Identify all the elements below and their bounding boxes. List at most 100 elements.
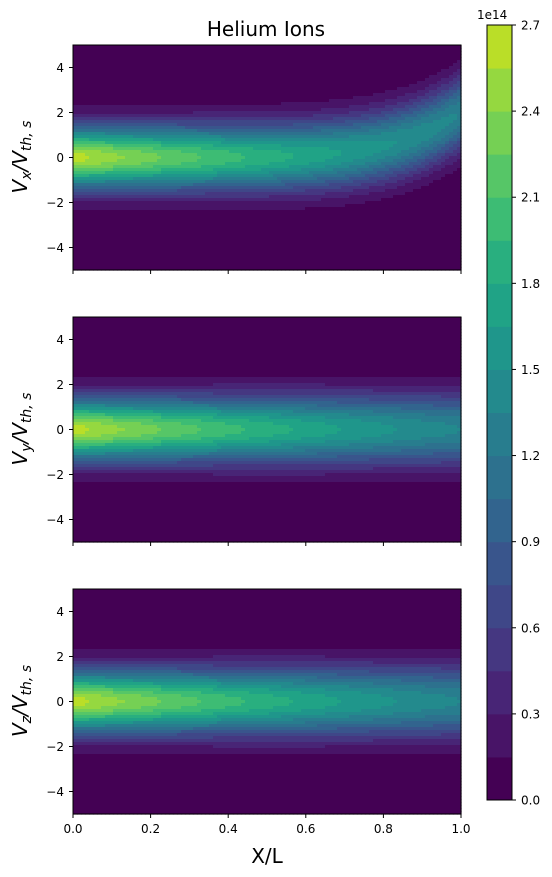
heatmap-cell <box>101 111 106 115</box>
heatmap-cell <box>177 66 182 70</box>
heatmap-cell <box>193 126 198 130</box>
heatmap-cell <box>337 114 342 118</box>
heatmap-cell <box>289 168 294 172</box>
heatmap-cell <box>105 105 110 109</box>
heatmap-cell <box>221 135 226 139</box>
heatmap-cell <box>145 126 150 130</box>
heatmap-cell <box>457 162 462 166</box>
heatmap-cell <box>361 114 366 118</box>
heatmap-cell <box>177 57 182 61</box>
heatmap-cell <box>161 87 166 91</box>
heatmap-cell <box>205 63 210 67</box>
heatmap-cell <box>345 45 350 49</box>
heatmap-cell <box>249 51 254 55</box>
heatmap-cell <box>453 138 458 142</box>
heatmap-cell <box>353 159 358 163</box>
heatmap-cell <box>313 144 318 148</box>
heatmap-cell <box>201 87 206 91</box>
heatmap-cell <box>349 75 354 79</box>
heatmap-cell <box>97 135 102 139</box>
heatmap-cell <box>445 120 450 124</box>
heatmap-cell <box>109 150 114 154</box>
heatmap-cell <box>449 135 454 139</box>
heatmap-cell <box>101 102 106 106</box>
heatmap-cell <box>129 162 134 166</box>
heatmap-cell <box>137 105 142 109</box>
heatmap-cell <box>161 51 166 55</box>
heatmap-cell <box>233 117 238 121</box>
heatmap-cell <box>301 63 306 67</box>
heatmap-cell <box>333 48 338 52</box>
heatmap-cell <box>157 153 162 157</box>
heatmap-cell <box>109 69 114 73</box>
heatmap-cell <box>421 114 426 118</box>
heatmap-cell <box>369 51 374 55</box>
heatmap-cell <box>73 51 78 55</box>
heatmap-cell <box>137 45 142 49</box>
heatmap-cell <box>221 54 226 58</box>
heatmap-cell <box>377 84 382 88</box>
heatmap-cell <box>337 150 342 154</box>
heatmap-cell <box>173 84 178 88</box>
heatmap-cell <box>373 144 378 148</box>
heatmap-cell <box>321 48 326 52</box>
heatmap-cell <box>429 144 434 148</box>
heatmap-cell <box>165 66 170 70</box>
heatmap-cell <box>409 66 414 70</box>
heatmap-cell <box>413 138 418 142</box>
heatmap-cell <box>397 87 402 91</box>
heatmap-cell <box>109 126 114 130</box>
heatmap-cell <box>425 138 430 142</box>
heatmap-cell <box>313 108 318 112</box>
heatmap-cell <box>237 87 242 91</box>
heatmap-cell <box>201 60 206 64</box>
heatmap-cell <box>269 87 274 91</box>
heatmap-cell <box>313 168 318 172</box>
heatmap-cell <box>297 54 302 58</box>
heatmap-cell <box>81 78 86 82</box>
heatmap-cell <box>97 165 102 169</box>
heatmap-cell <box>341 129 346 133</box>
heatmap-cell <box>441 132 446 136</box>
heatmap-cell <box>457 45 462 49</box>
heatmap-cell <box>321 153 326 157</box>
heatmap-cell <box>77 171 82 175</box>
heatmap-cell <box>217 48 222 52</box>
heatmap-cell <box>257 117 262 121</box>
heatmap-cell <box>181 78 186 82</box>
heatmap-cell <box>201 69 206 73</box>
heatmap-cell <box>249 156 254 160</box>
heatmap-cell <box>373 135 378 139</box>
heatmap-cell <box>433 102 438 106</box>
heatmap-cell <box>217 66 222 70</box>
heatmap-cell <box>105 48 110 52</box>
heatmap-cell <box>445 54 450 58</box>
heatmap-cell <box>445 126 450 130</box>
heatmap-cell <box>325 69 330 73</box>
heatmap-cell <box>445 87 450 91</box>
heatmap-cell <box>425 156 430 160</box>
heatmap-cell <box>137 87 142 91</box>
heatmap-cell <box>205 114 210 118</box>
heatmap-cell <box>433 81 438 85</box>
heatmap-cell <box>81 132 86 136</box>
heatmap-cell <box>365 135 370 139</box>
heatmap-cell <box>141 153 146 157</box>
heatmap-cell <box>289 114 294 118</box>
heatmap-cell <box>309 99 314 103</box>
heatmap-cell <box>241 48 246 52</box>
heatmap-cell <box>385 171 390 175</box>
heatmap-cell <box>369 165 374 169</box>
heatmap-cell <box>129 153 134 157</box>
heatmap-cell <box>101 57 106 61</box>
heatmap-cell <box>165 117 170 121</box>
heatmap-cell <box>89 102 94 106</box>
heatmap-cell <box>285 60 290 64</box>
heatmap-cell <box>229 45 234 49</box>
heatmap-cell <box>293 171 298 175</box>
heatmap-cell <box>393 69 398 73</box>
heatmap-cell <box>141 162 146 166</box>
heatmap-cell <box>293 129 298 133</box>
heatmap-cell <box>393 66 398 70</box>
heatmap-cell <box>73 75 78 79</box>
